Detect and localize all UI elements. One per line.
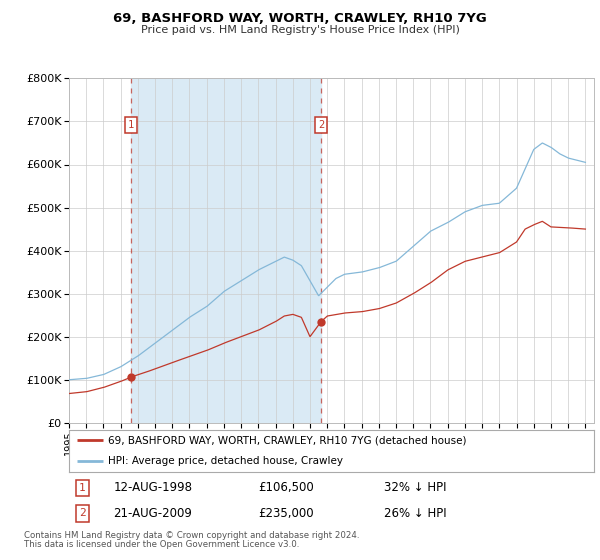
Text: Price paid vs. HM Land Registry's House Price Index (HPI): Price paid vs. HM Land Registry's House …	[140, 25, 460, 35]
Text: 32% ↓ HPI: 32% ↓ HPI	[384, 482, 446, 494]
Bar	[131, 78, 321, 423]
Text: 12-AUG-1998: 12-AUG-1998	[113, 482, 193, 494]
Text: £235,000: £235,000	[258, 507, 314, 520]
Text: 2: 2	[79, 508, 86, 519]
Text: £106,500: £106,500	[258, 482, 314, 494]
Text: HPI: Average price, detached house, Crawley: HPI: Average price, detached house, Craw…	[109, 456, 343, 465]
Text: Contains HM Land Registry data © Crown copyright and database right 2024.: Contains HM Land Registry data © Crown c…	[24, 531, 359, 540]
Text: 21-AUG-2009: 21-AUG-2009	[113, 507, 193, 520]
Text: 1: 1	[79, 483, 86, 493]
Text: 1: 1	[128, 120, 134, 130]
Text: 69, BASHFORD WAY, WORTH, CRAWLEY, RH10 7YG: 69, BASHFORD WAY, WORTH, CRAWLEY, RH10 7…	[113, 12, 487, 25]
Text: 26% ↓ HPI: 26% ↓ HPI	[384, 507, 446, 520]
Text: 2: 2	[318, 120, 324, 130]
Text: 69, BASHFORD WAY, WORTH, CRAWLEY, RH10 7YG (detached house): 69, BASHFORD WAY, WORTH, CRAWLEY, RH10 7…	[109, 436, 467, 445]
Text: This data is licensed under the Open Government Licence v3.0.: This data is licensed under the Open Gov…	[24, 540, 299, 549]
